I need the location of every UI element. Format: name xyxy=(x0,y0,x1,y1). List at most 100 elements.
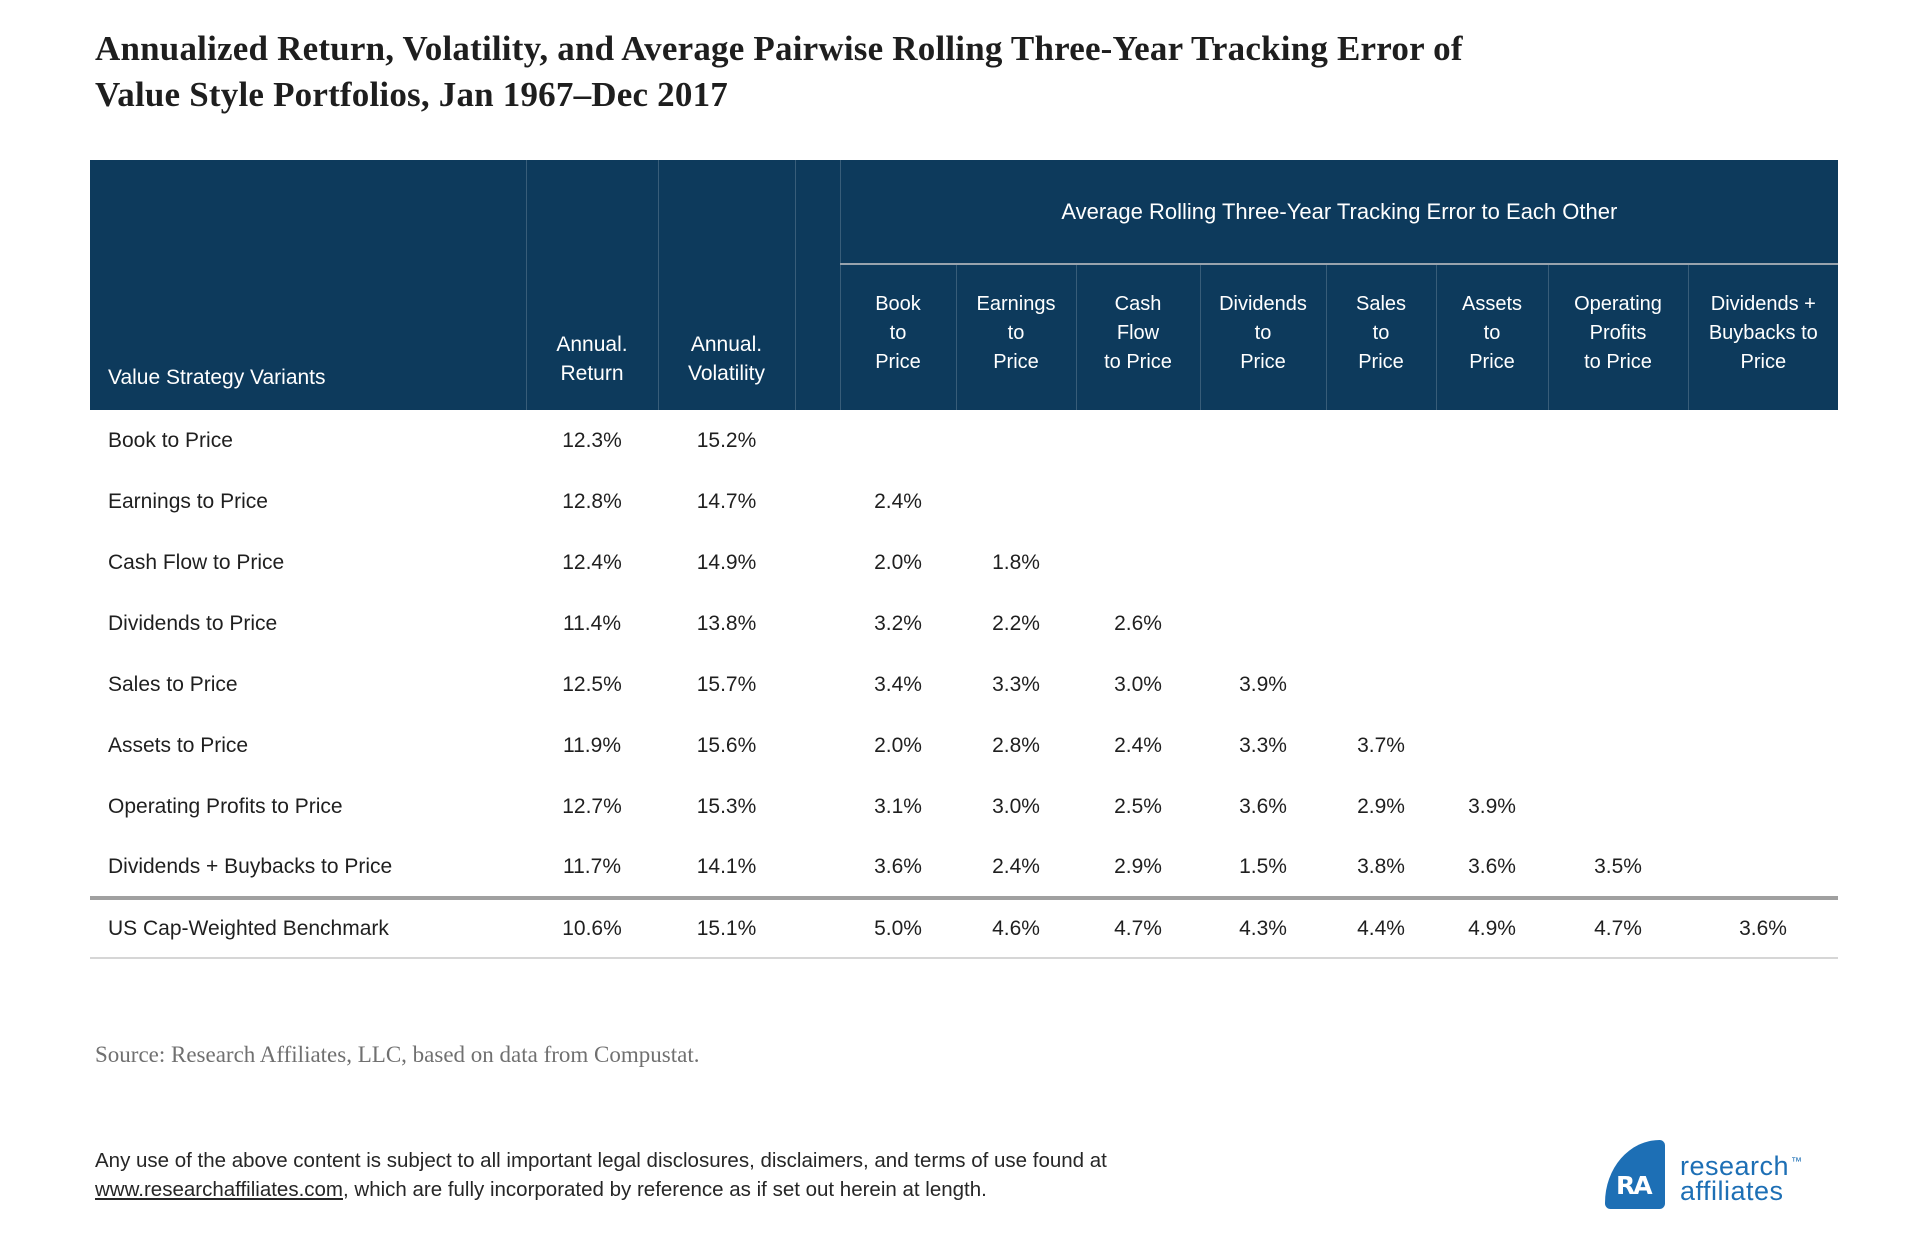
tracking-error-cell: 4.7% xyxy=(1548,896,1688,959)
tracking-error-cell xyxy=(956,471,1076,532)
tracking-error-cell: 2.0% xyxy=(874,550,922,574)
table-row: Sales to Price 12.5% 15.7% 3.4% 3.3% 3.0% 3.9% xyxy=(90,654,1838,715)
tracking-error-cell: 1.5% xyxy=(1239,854,1287,878)
spacer-cell xyxy=(795,715,840,776)
tracking-error-cell xyxy=(1688,654,1838,715)
benchmark-row: US Cap-Weighted Benchmark 10.6% 15.1% 5.0% 4… xyxy=(90,896,1839,959)
strategy-label-cell: Dividends to Price xyxy=(108,611,278,635)
tracking-error-cell: 3.9% xyxy=(1468,794,1516,818)
tracking-error-cell: 3.4% xyxy=(874,672,922,696)
tracking-error-cell xyxy=(1688,410,1838,471)
tracking-error-cell xyxy=(1548,654,1688,715)
spacer-cell xyxy=(795,532,840,593)
strategy-label-cell: Dividends + Buybacks to Price xyxy=(108,854,393,878)
header-te-operating-profits-to-price: Operating Profits to Price xyxy=(1547,264,1688,410)
tracking-error-cell: 3.6% xyxy=(874,854,922,878)
annual-return-cell: 12.8% xyxy=(562,489,622,513)
tracking-error-cell: 3.6% xyxy=(1468,854,1516,878)
table-row: Earnings to Price 12.8% 14.7% 2.4% xyxy=(90,471,1838,532)
annual-volatility-cell: 14.7% xyxy=(696,489,757,513)
tracking-error-cell xyxy=(1548,776,1688,837)
source-note: Source: Research Affiliates, LLC, based … xyxy=(95,1042,700,1067)
tracking-error-cell xyxy=(1548,471,1688,532)
tracking-error-cell: 3.0% xyxy=(992,794,1040,818)
tracking-error-cell xyxy=(1688,715,1838,776)
tracking-error-cell xyxy=(840,410,956,471)
tracking-error-cell: 4.7% xyxy=(1076,896,1200,959)
header-annual-return: Annual. Return xyxy=(525,160,658,410)
tracking-error-cell xyxy=(1688,776,1838,837)
annual-return-cell: 11.7% xyxy=(563,854,621,878)
tracking-error-cell xyxy=(1076,532,1200,593)
tracking-error-cell: 3.8% xyxy=(1357,854,1405,878)
tracking-error-cell xyxy=(1688,471,1838,532)
annual-volatility-cell: 15.3% xyxy=(696,794,757,818)
header-te-dividends-to-price: Dividends to Price xyxy=(1199,264,1326,410)
tracking-error-cell xyxy=(1326,654,1436,715)
researchaffiliates-link[interactable]: www.researchaffiliates.com xyxy=(95,1178,343,1201)
tracking-error-cell xyxy=(1436,654,1548,715)
tracking-error-cell xyxy=(1548,715,1688,776)
value-portfolios-table: Value Strategy Variants Annual. Return A… xyxy=(90,160,1839,959)
tracking-error-cell: 3.7% xyxy=(1357,733,1405,757)
spacer-cell xyxy=(795,593,840,654)
tracking-error-cell: 3.6% xyxy=(1239,794,1287,818)
tracking-error-cell: 4.6% xyxy=(956,896,1076,959)
trademark-symbol: ™ xyxy=(1791,1156,1803,1168)
strategy-label-cell: Cash Flow to Price xyxy=(108,550,285,574)
tracking-error-cell: 3.9% xyxy=(1239,672,1287,696)
tracking-error-cell: 4.9% xyxy=(1436,896,1548,959)
tracking-error-cell: 2.4% xyxy=(992,854,1040,878)
tracking-error-cell: 3.1% xyxy=(874,794,922,818)
ra-logo-mark-icon: RA xyxy=(1605,1140,1665,1209)
table-container: Value Strategy Variants Annual. Return A… xyxy=(90,160,1839,959)
annual-volatility-cell: 14.9% xyxy=(696,550,757,574)
tracking-error-cell xyxy=(1326,410,1436,471)
header-te-assets-to-price: Assets to Price xyxy=(1435,264,1548,410)
tracking-error-cell: 1.8% xyxy=(992,550,1040,574)
tracking-error-cell xyxy=(956,410,1076,471)
tracking-error-cell xyxy=(1076,471,1200,532)
legal-disclaimer: Any use of the above content is subject … xyxy=(95,1146,1255,1204)
annual-volatility-cell: 15.7% xyxy=(696,672,757,696)
table-row: Dividends to Price 11.4% 13.8% 3.2% 2.2% 2.6% xyxy=(90,593,1838,654)
tracking-error-cell xyxy=(1436,715,1548,776)
research-affiliates-logo: RA research ™ affiliates xyxy=(1605,1140,1802,1209)
figure-title: Annualized Return, Volatility, and Avera… xyxy=(95,29,1463,114)
tracking-error-cell xyxy=(1200,532,1326,593)
table-body: Book to Price 12.3% 15.2% Earnings to Price… xyxy=(90,410,1839,959)
tracking-error-cell: 2.8% xyxy=(992,733,1040,757)
tracking-error-cell: 2.4% xyxy=(1114,733,1162,757)
table-row: Assets to Price 11.9% 15.6% 2.0% 2.8% 2.4% 3.3… xyxy=(90,715,1838,776)
table-row: Dividends + Buybacks to Price 11.7% 14.1% 3… xyxy=(90,837,1838,898)
strategy-label-cell: Earnings to Price xyxy=(108,489,268,513)
tracking-error-cell: 3.0% xyxy=(1114,672,1162,696)
tracking-error-cell xyxy=(1688,837,1838,898)
strategy-label-cell: Operating Profits to Price xyxy=(108,794,343,818)
table-header: Value Strategy Variants Annual. Return A… xyxy=(90,160,1839,410)
tracking-error-cell xyxy=(1076,410,1200,471)
header-te-dividends-buybacks-to-price: Dividends + Buybacks to Price xyxy=(1687,264,1839,410)
tracking-error-cell xyxy=(1326,532,1436,593)
spacer-cell xyxy=(795,896,840,959)
annual-volatility-cell: 15.1% xyxy=(658,896,795,959)
annual-return-cell: 12.4% xyxy=(562,550,622,574)
table-row: Book to Price 12.3% 15.2% xyxy=(90,410,1838,471)
annual-volatility-cell: 15.2% xyxy=(696,428,757,452)
table-row: Cash Flow to Price 12.4% 14.9% 2.0% 1.8% xyxy=(90,532,1838,593)
tracking-error-cell xyxy=(1548,532,1688,593)
table-row: Operating Profits to Price 12.7% 15.3% 3.1%… xyxy=(90,776,1838,837)
annual-return-cell: 12.5% xyxy=(562,672,622,696)
tracking-error-cell: 3.6% xyxy=(1688,896,1839,959)
annual-return-cell: 12.3% xyxy=(562,428,622,452)
tracking-error-cell: 4.4% xyxy=(1326,896,1436,959)
header-te-sales-to-price: Sales to Price xyxy=(1325,264,1436,410)
annual-return-cell: 12.7% xyxy=(562,794,622,818)
tracking-error-cell xyxy=(1436,593,1548,654)
tracking-error-cell: 2.9% xyxy=(1114,854,1162,878)
tracking-error-cell xyxy=(1436,471,1548,532)
tracking-error-cell xyxy=(1548,410,1688,471)
header-spacer xyxy=(794,160,840,410)
spacer-cell xyxy=(795,471,840,532)
